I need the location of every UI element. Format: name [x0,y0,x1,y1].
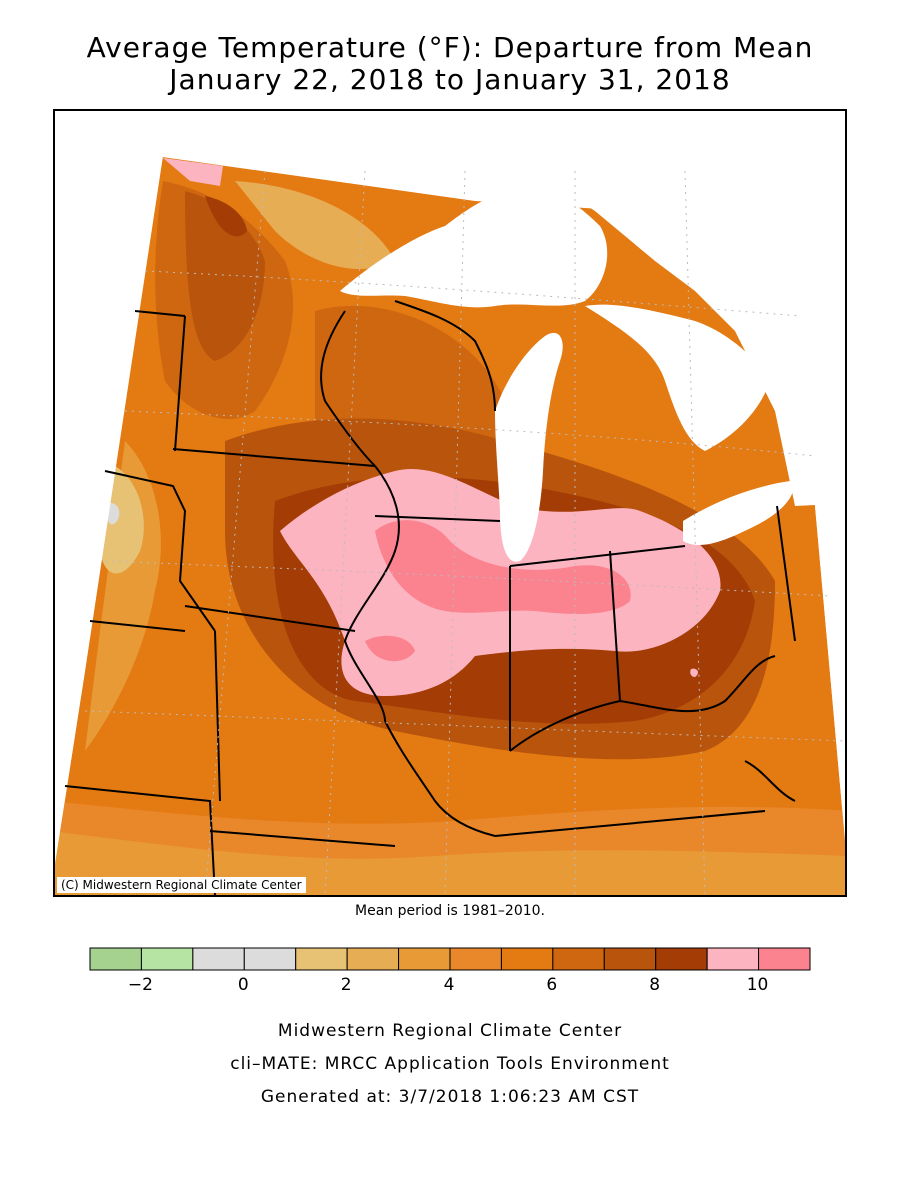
legend-bin-1 [140,947,194,971]
legend-bin-4 [295,947,348,971]
graticule-lon-5 [684,170,706,895]
graticule-lat-4 [84,710,845,742]
map-panel: (C) Midwestern Regional Climate Center [53,109,847,897]
contour-north-8 [185,191,265,361]
copyright-label: (C) Midwestern Regional Climate Center [57,877,306,893]
contour-fills [55,111,845,895]
contour-pink-11 [375,520,631,614]
legend-bin-13 [758,947,811,971]
map-date-range: January 22, 2018 to January 31, 2018 [169,63,731,96]
boundary-ia-mo [184,605,356,632]
contour-pink-11b [365,635,415,662]
legend-bin-5 [346,947,400,971]
no-data-east-strip [815,503,845,841]
legend-tick-6: 10 [746,975,769,995]
boundary-mn-nd [174,315,186,452]
color-legend [89,947,811,971]
legend-bin-12 [706,947,760,971]
boundary-ne-ks [89,620,186,632]
legend-tick-2: 2 [340,975,352,995]
boundary-in-oh [609,550,621,702]
boundary-ohio-river [509,655,776,752]
footer-organization: Midwestern Regional Climate Center [277,1021,623,1041]
boundary-sd-ne [104,470,216,632]
legend-tick-labels: −2 0 2 4 6 8 10 [89,975,809,999]
boundary-mn-ia [172,448,376,467]
map-title: Average Temperature (°F): Departure from… [86,31,814,64]
boundary-wi-il [374,515,501,522]
lake-superior [340,187,608,308]
contour-north-9 [205,196,247,237]
lake-huron [585,304,770,451]
legend-bin-0 [89,947,142,971]
boundary-oh-pa [776,505,796,642]
graticule [84,170,845,895]
legend-tick-4: 6 [546,975,558,995]
contour-pink-ohio [690,668,698,677]
footer-generated: Generated at: 3/7/2018 1:06:23 AM CST [260,1087,640,1107]
legend-bin-6 [398,947,451,971]
contour-west-0 [106,502,120,525]
legend-tick-0: −2 [127,975,153,995]
legend-bin-2 [192,947,245,971]
legend-bin-11 [655,947,708,971]
legend-tick-5: 8 [649,975,661,995]
boundary-mn-wi [320,310,376,467]
boundary-ia-il [343,465,400,722]
no-data-west-strip [55,111,163,864]
state-boundaries [64,300,796,895]
legend-tick-3: 4 [443,975,455,995]
contour-nw-corner [163,158,223,186]
boundary-mo-ar [209,830,396,847]
legend-bin-8 [500,947,554,971]
temperature-departure-map [55,111,845,895]
boundary-ky-wv [744,760,796,802]
legend-bin-10 [603,947,657,971]
legend-bin-3 [243,947,297,971]
mean-period-note: Mean period is 1981–2010. [355,903,545,919]
no-data-north [163,111,845,506]
boundary-mi-in [509,545,686,567]
boundary-wi-mi [394,300,496,412]
lake-michigan [495,332,563,562]
boundary-ky-tn [494,810,766,837]
legend-bin-9 [552,947,605,971]
lake-erie [683,481,794,546]
legend-bin-7 [449,947,502,971]
legend-tick-1: 0 [237,975,249,995]
boundary-mo-il-river [384,720,496,837]
footer-application: cli–MATE: MRCC Application Tools Environ… [230,1054,670,1074]
boundary-nd-sd [134,310,186,317]
graticule-lon-3 [444,170,466,895]
contour-superior-5 [235,181,395,270]
boundary-ks-mo [64,785,216,895]
boundary-west [214,630,221,802]
